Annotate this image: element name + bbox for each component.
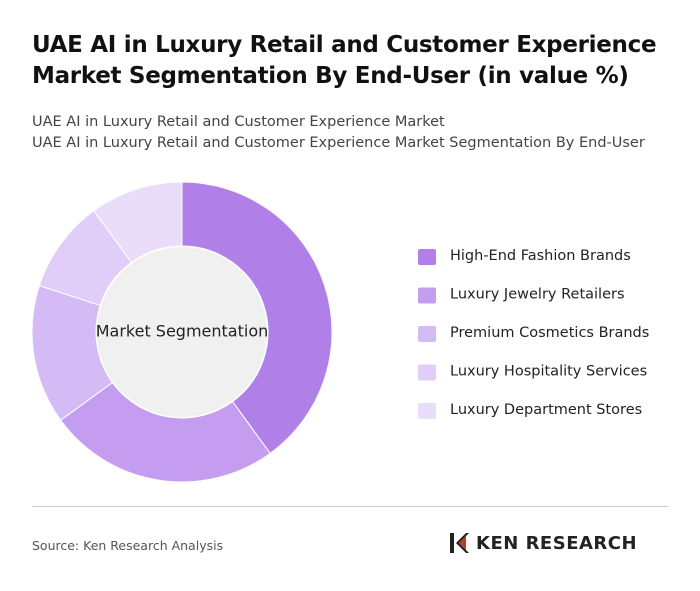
legend-label: Luxury Hospitality Services bbox=[450, 364, 647, 380]
center-label: Market Segmentation bbox=[96, 322, 269, 341]
legend-label: Luxury Department Stores bbox=[450, 402, 642, 418]
legend-swatch bbox=[418, 326, 436, 342]
logo-icon bbox=[450, 533, 469, 553]
legend-swatch bbox=[418, 249, 436, 265]
donut-slice bbox=[93, 181, 183, 264]
source: Source: Ken Research Analysis bbox=[32, 538, 224, 553]
divider bbox=[32, 506, 668, 507]
donut-slice bbox=[59, 381, 271, 483]
donut-slice bbox=[181, 181, 333, 455]
chart-title: UAE AI in Luxury Retail and Customer Exp… bbox=[32, 32, 657, 89]
legend-label: Premium Cosmetics Brands bbox=[450, 325, 649, 341]
legend-swatch bbox=[418, 364, 436, 381]
donut-center bbox=[97, 247, 267, 417]
legend-label: Luxury Jewelry Retailers bbox=[450, 287, 625, 303]
logo: KEN RESEARCH bbox=[448, 531, 637, 555]
logo-text: KEN RESEARCH bbox=[476, 532, 638, 554]
subtitle: UAE AI in Luxury Retail and Customer Exp… bbox=[32, 114, 445, 130]
legend-swatch bbox=[418, 403, 436, 419]
legend-swatch bbox=[418, 287, 436, 304]
subtitle: UAE AI in Luxury Retail and Customer Exp… bbox=[32, 135, 645, 151]
legend-label: High-End Fashion Brands bbox=[450, 248, 631, 264]
